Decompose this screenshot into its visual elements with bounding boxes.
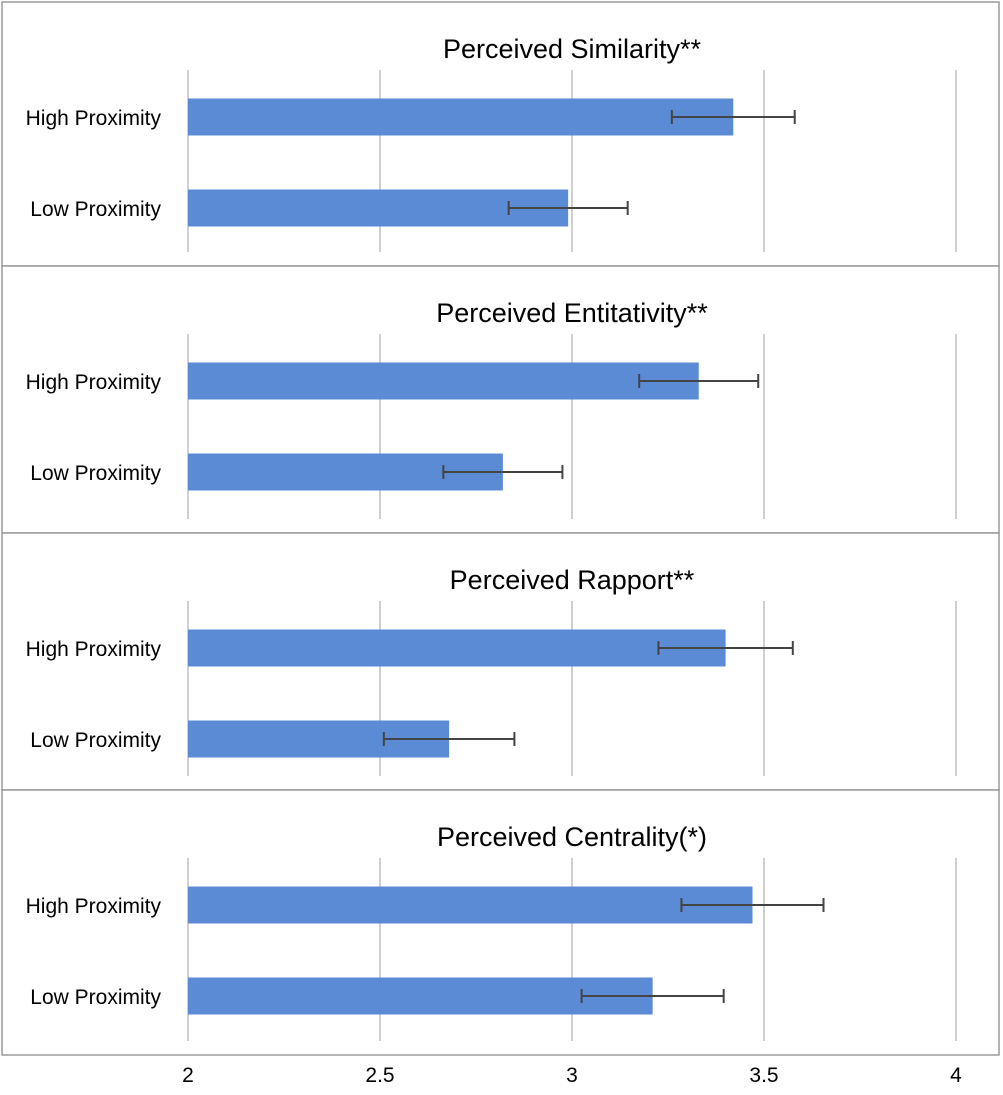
bar <box>188 977 653 1015</box>
x-tick-label: 2 <box>182 1064 194 1087</box>
chart-title: Perceived Rapport** <box>450 565 695 595</box>
category-label: Low Proximity <box>30 198 161 221</box>
chart-panel-4: Perceived Centrality(*) High Proximity Low… <box>1 789 1000 1056</box>
chart-title: Perceived Similarity** <box>443 34 702 64</box>
bar <box>188 189 569 227</box>
chart-title: Perceived Entitativity** <box>436 298 708 328</box>
x-tick-label: 4 <box>950 1064 962 1087</box>
category-label: Low Proximity <box>30 729 161 752</box>
category-label: Low Proximity <box>30 986 161 1009</box>
x-tick-label: 3 <box>566 1064 578 1087</box>
category-label: High Proximity <box>26 107 162 130</box>
x-tick-label: 3.5 <box>749 1064 778 1087</box>
bar <box>188 886 753 924</box>
category-label: High Proximity <box>26 371 162 394</box>
bar <box>188 362 699 400</box>
chart-panel-3: Perceived Rapport** High Proximity Low Pro… <box>1 532 1000 791</box>
bar <box>188 629 726 667</box>
x-tick-label: 2.5 <box>365 1064 394 1087</box>
category-label: Low Proximity <box>30 462 161 485</box>
bar <box>188 98 734 136</box>
chart-title: Perceived Centrality(*) <box>437 822 707 852</box>
x-axis: 2 2.5 3 3.5 4 <box>182 1064 962 1087</box>
chart-panels: Perceived Similarity** High Proximity Low … <box>1 1 1000 1056</box>
chart-panel-2: Perceived Entitativity** High Proximity Lo… <box>1 265 1000 534</box>
category-label: High Proximity <box>26 895 162 918</box>
chart-panel-1: Perceived Similarity** High Proximity Low … <box>1 1 1000 267</box>
category-label: High Proximity <box>26 638 162 661</box>
